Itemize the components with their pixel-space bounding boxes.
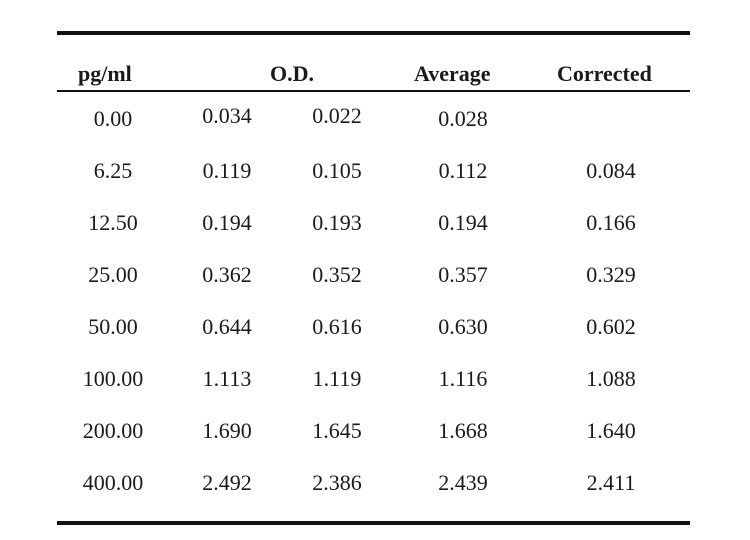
cell-concentration: 200.00 xyxy=(82,418,144,443)
cell-od-1: 2.492 xyxy=(202,470,252,495)
cell-od-2: 0.105 xyxy=(312,158,362,183)
cell-corrected: 2.411 xyxy=(586,470,636,495)
cell-od-2: 1.645 xyxy=(312,418,362,443)
cell-od-2: 1.119 xyxy=(312,366,362,391)
cell-od-1: 1.690 xyxy=(202,418,252,443)
table-row: 6.25 0.119 0.105 0.112 0.084 xyxy=(57,144,690,196)
cell-od-2: 0.352 xyxy=(312,262,362,287)
header-concentration: pg/ml xyxy=(78,61,132,86)
cell-corrected: 1.640 xyxy=(586,418,636,443)
cell-od-1: 0.119 xyxy=(202,158,252,183)
table-bottom-rule xyxy=(57,521,690,525)
table-row: 50.00 0.644 0.616 0.630 0.602 xyxy=(57,300,690,352)
table-row: 12.50 0.194 0.193 0.194 0.166 xyxy=(57,196,690,248)
cell-average: 2.439 xyxy=(438,470,488,495)
cell-average: 0.112 xyxy=(438,158,488,183)
cell-concentration: 25.00 xyxy=(88,262,138,287)
cell-average: 0.630 xyxy=(438,314,488,339)
cell-corrected: 0.084 xyxy=(586,158,636,183)
cell-corrected: 0.602 xyxy=(586,314,636,339)
table-body: 0.00 0.034 0.022 0.028 6.25 0.119 0.105 … xyxy=(57,92,690,508)
header-corrected: Corrected xyxy=(557,61,652,86)
cell-od-2: 0.616 xyxy=(312,314,362,339)
cell-corrected: 1.088 xyxy=(586,366,636,391)
table-row: 200.00 1.690 1.645 1.668 1.640 xyxy=(57,404,690,456)
cell-average: 1.668 xyxy=(438,418,488,443)
cell-average: 1.116 xyxy=(438,366,488,391)
cell-concentration: 6.25 xyxy=(93,158,133,183)
header-od: O.D. xyxy=(270,61,314,86)
cell-od-1: 0.644 xyxy=(202,314,252,339)
cell-concentration: 50.00 xyxy=(88,314,138,339)
table-row: 25.00 0.362 0.352 0.357 0.329 xyxy=(57,248,690,300)
cell-concentration: 0.00 xyxy=(93,106,133,131)
table-row: 0.00 0.034 0.022 0.028 xyxy=(57,92,690,144)
cell-average: 0.357 xyxy=(438,262,488,287)
cell-od-1: 0.362 xyxy=(202,262,252,287)
cell-concentration: 100.00 xyxy=(82,366,144,391)
table-top-rule xyxy=(57,31,690,35)
cell-corrected: 0.329 xyxy=(586,262,636,287)
cell-average: 0.028 xyxy=(438,106,488,131)
table-header-rule xyxy=(57,90,690,92)
table-row: 100.00 1.113 1.119 1.116 1.088 xyxy=(57,352,690,404)
cell-od-2: 0.022 xyxy=(312,103,362,128)
header-average: Average xyxy=(414,61,491,86)
cell-od-1: 0.034 xyxy=(202,103,252,128)
cell-corrected: 0.166 xyxy=(586,210,636,235)
standard-curve-table: pg/ml O.D. Average Corrected 0.00 0.034 … xyxy=(57,31,690,525)
cell-od-2: 2.386 xyxy=(312,470,362,495)
cell-od-1: 1.113 xyxy=(202,366,252,391)
cell-average: 0.194 xyxy=(438,210,488,235)
table-row: 400.00 2.492 2.386 2.439 2.411 xyxy=(57,456,690,508)
table-header-row: pg/ml O.D. Average Corrected xyxy=(57,35,690,90)
cell-concentration: 400.00 xyxy=(82,470,144,495)
cell-od-1: 0.194 xyxy=(202,210,252,235)
cell-od-2: 0.193 xyxy=(312,210,362,235)
cell-concentration: 12.50 xyxy=(88,210,138,235)
